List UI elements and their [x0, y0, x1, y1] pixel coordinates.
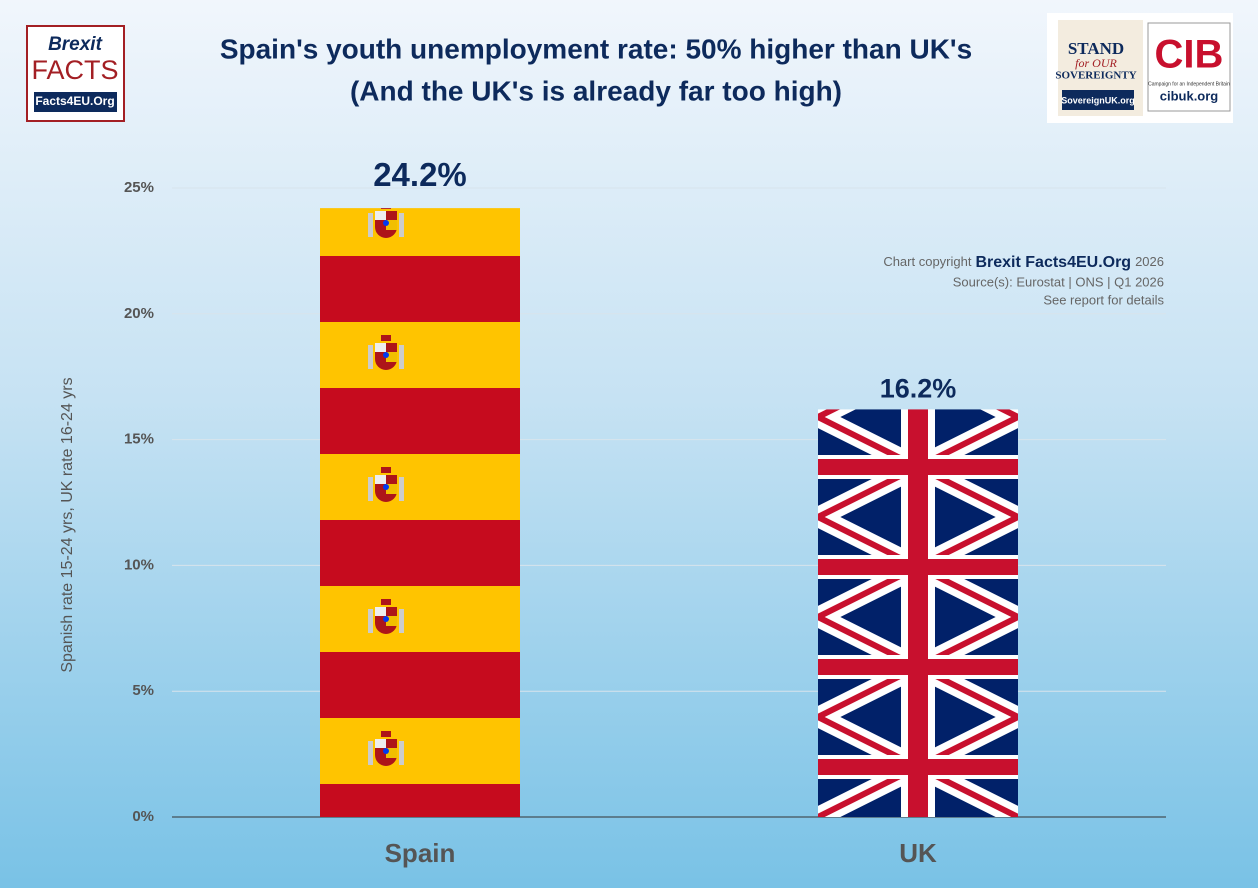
value-label: 24.2% [373, 156, 467, 193]
y-tick-label: 10% [124, 556, 154, 573]
logo-text: Brexit [48, 34, 103, 55]
copyright-prefix: Chart copyright [883, 254, 972, 269]
bar [320, 208, 520, 818]
copyright-year: 2026 [1135, 254, 1164, 269]
y-tick-label: 15% [124, 431, 154, 448]
logo-text: SovereignUK.org [1061, 95, 1135, 105]
logo-text: for OUR [1075, 56, 1117, 70]
logo-text: SOVEREIGNTY [1055, 70, 1136, 82]
y-tick-label: 5% [132, 682, 154, 699]
copyright-brand: Brexit Facts4EU.Org [975, 254, 1131, 271]
chart-subtitle: (And the UK's is already far too high) [350, 75, 842, 106]
partner-logos: STAND for OUR SOVEREIGNTY SovereignUK.or… [1047, 13, 1233, 123]
logo-text: Campaign for an Independent Britain [1148, 81, 1230, 87]
brexit-facts-logo: Brexit FACTS Facts4EU.Org [26, 25, 125, 122]
note: See report for details [1043, 292, 1164, 307]
logo-text: CIB [1155, 33, 1224, 77]
logo-text: Facts4EU.Org [35, 94, 114, 108]
bar [818, 409, 1018, 817]
copyright: Chart copyright Brexit Facts4EU.Org 2026 [883, 254, 1164, 271]
x-tick-label: Spain [385, 838, 456, 868]
y-tick-label: 0% [132, 808, 154, 825]
source: Source(s): Eurostat | ONS | Q1 2026 [953, 274, 1164, 289]
logo-text: STAND [1068, 39, 1124, 58]
logo-text: FACTS [31, 55, 118, 85]
chart-title: Spain's youth unemployment rate: 50% hig… [220, 33, 972, 64]
y-tick-label: 25% [124, 179, 154, 196]
value-label: 16.2% [880, 374, 957, 404]
x-tick-label: UK [899, 838, 937, 868]
y-tick-label: 20% [124, 305, 154, 322]
y-axis-label: Spanish rate 15-24 yrs, UK rate 16-24 yr… [59, 377, 76, 672]
logo-text: cibuk.org [1160, 88, 1219, 103]
